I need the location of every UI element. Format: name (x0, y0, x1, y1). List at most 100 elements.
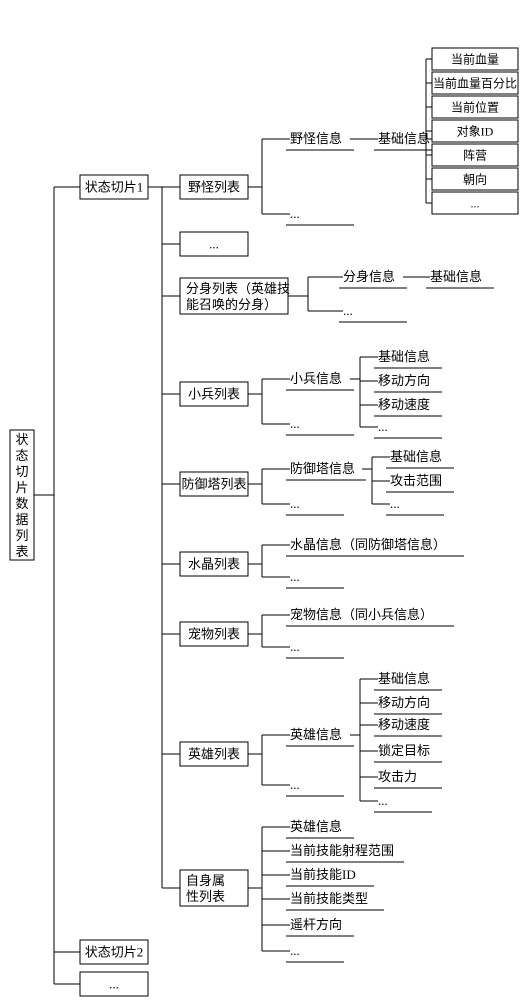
svg-text:据: 据 (15, 512, 28, 527)
svg-text:野怪列表: 野怪列表 (188, 180, 240, 195)
svg-text:遥杆方向: 遥杆方向 (290, 917, 342, 932)
svg-text:...: ... (290, 943, 300, 958)
label-tower_attr_more: ... (386, 496, 444, 515)
svg-text:...: ... (378, 793, 388, 808)
label-hero_lock: 锁定目标 (374, 743, 442, 762)
label-minion_more: ... (286, 416, 354, 435)
label-self_heroinfo: 英雄信息 (286, 819, 354, 838)
svg-text:...: ... (290, 569, 300, 584)
svg-text:...: ... (290, 496, 300, 511)
svg-text:状: 状 (15, 432, 28, 447)
svg-text:野怪信息: 野怪信息 (290, 131, 342, 146)
label-hero_movespd: 移动速度 (374, 717, 442, 736)
svg-text:当前技能ID: 当前技能ID (290, 867, 356, 882)
label-self_skilltype: 当前技能类型 (286, 891, 384, 910)
svg-text:...: ... (109, 977, 119, 992)
svg-text:自身属: 自身属 (186, 873, 225, 888)
node-root: 状态切片数据列表 (10, 430, 34, 560)
label-hero_info: 英雄信息 (286, 727, 354, 746)
svg-text:列: 列 (15, 528, 28, 543)
label-self_joystick: 遥杆方向 (286, 917, 354, 936)
label-minion_attr_more: ... (374, 419, 442, 438)
svg-text:...: ... (290, 639, 300, 654)
label-bi_camp: 阵营 (432, 144, 518, 166)
label-pet_info: 宠物信息（同小兵信息） (286, 607, 454, 626)
node-slice2: 状态切片2 (80, 940, 148, 964)
node-clone_list: 分身列表（英雄技能召唤的分身） (180, 278, 290, 314)
label-crystal_info: 水晶信息（同防御塔信息） (286, 537, 464, 556)
svg-text:状态切片1: 状态切片1 (85, 180, 144, 195)
label-bi_pos: 当前位置 (432, 96, 518, 118)
label-clone_basic: 基础信息 (426, 269, 494, 288)
svg-text:宠物信息（同小兵信息）: 宠物信息（同小兵信息） (290, 607, 433, 622)
label-hero_movedir: 移动方向 (374, 695, 442, 714)
label-minion_movespd: 移动速度 (374, 397, 442, 416)
svg-text:基础信息: 基础信息 (378, 671, 430, 686)
svg-text:片: 片 (15, 480, 28, 495)
tree-diagram: 状态切片数据列表 状态切片1 状态切片2... 野怪列表... 分身列表（英雄技能召唤的… (0, 0, 528, 1000)
svg-text:...: ... (290, 416, 300, 431)
svg-text:当前位置: 当前位置 (451, 100, 499, 115)
node-pet_list: 宠物列表 (180, 622, 248, 646)
label-minion_movedir: 移动方向 (374, 373, 442, 392)
svg-text:能召唤的分身）: 能召唤的分身） (186, 297, 277, 312)
svg-text:水晶信息（同防御塔信息）: 水晶信息（同防御塔信息） (290, 537, 446, 552)
svg-text:攻击力: 攻击力 (378, 769, 417, 784)
svg-text:性列表: 性列表 (186, 889, 225, 904)
svg-text:防御塔信息: 防御塔信息 (290, 461, 355, 476)
node-slice1: 状态切片1 (80, 175, 148, 199)
label-bi_more: ... (432, 192, 518, 214)
svg-text:当前血量百分比: 当前血量百分比 (433, 76, 517, 91)
label-crystal_more: ... (286, 569, 344, 588)
label-self_range: 当前技能射程范围 (286, 843, 404, 862)
svg-text:基础信息: 基础信息 (430, 269, 482, 284)
svg-text:...: ... (343, 303, 353, 318)
label-self_more: ... (286, 943, 344, 962)
label-hero_more: ... (286, 777, 344, 796)
svg-text:水晶列表: 水晶列表 (188, 557, 240, 572)
svg-text:小兵信息: 小兵信息 (290, 371, 342, 386)
label-tower_info: 防御塔信息 (286, 461, 366, 480)
svg-text:状态切片2: 状态切片2 (85, 945, 144, 960)
svg-text:当前技能类型: 当前技能类型 (290, 891, 368, 906)
label-minion_info: 小兵信息 (286, 371, 354, 390)
svg-text:移动方向: 移动方向 (378, 373, 430, 388)
svg-text:切: 切 (15, 464, 28, 479)
label-monster_info: 野怪信息 (286, 131, 354, 150)
node-monster_list: 野怪列表 (180, 175, 248, 199)
svg-text:英雄信息: 英雄信息 (290, 727, 342, 742)
node-slice_more: ... (80, 972, 148, 996)
svg-text:宠物列表: 宠物列表 (188, 627, 240, 642)
svg-text:...: ... (471, 197, 480, 211)
svg-text:态: 态 (15, 448, 28, 463)
svg-text:...: ... (378, 419, 388, 434)
svg-text:分身列表（英雄技: 分身列表（英雄技 (186, 281, 290, 296)
svg-text:分身信息: 分身信息 (343, 269, 395, 284)
label-clone_info: 分身信息 (339, 269, 407, 288)
label-bi_hppct: 当前血量百分比 (432, 72, 518, 94)
svg-text:...: ... (209, 237, 219, 252)
svg-text:小兵列表: 小兵列表 (188, 387, 240, 402)
svg-text:对象ID: 对象ID (457, 125, 494, 139)
label-bi_hp: 当前血量 (432, 48, 518, 70)
label-tower_more: ... (286, 496, 344, 515)
node-tower_list: 防御塔列表 (180, 472, 248, 496)
svg-text:朝向: 朝向 (463, 172, 487, 187)
label-self_skillid: 当前技能ID (286, 867, 374, 886)
label-hero_basic: 基础信息 (374, 671, 442, 690)
node-monster_more: ... (180, 232, 248, 256)
label-bi_id: 对象ID (432, 120, 518, 142)
svg-text:基础信息: 基础信息 (378, 349, 430, 364)
svg-text:数: 数 (15, 496, 28, 511)
label-pet_more: ... (286, 639, 344, 658)
svg-text:当前血量: 当前血量 (451, 52, 499, 67)
svg-text:表: 表 (15, 544, 28, 559)
svg-text:攻击范围: 攻击范围 (390, 473, 442, 488)
label-tower_range: 攻击范围 (386, 473, 454, 492)
label-hero_atk: 攻击力 (374, 769, 442, 788)
label-tower_basic: 基础信息 (386, 449, 454, 468)
svg-text:防御塔列表: 防御塔列表 (181, 477, 246, 492)
label-monster_info_more: ... (286, 206, 354, 225)
label-minion_basic: 基础信息 (374, 349, 442, 368)
svg-text:基础信息: 基础信息 (378, 131, 430, 146)
